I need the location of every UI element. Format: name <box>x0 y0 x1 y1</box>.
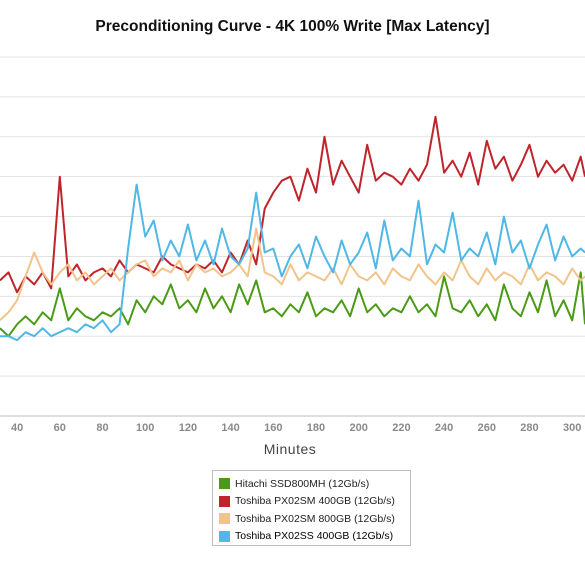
grid-lines <box>0 56 585 417</box>
legend-item: Toshiba PX02SM 400GB (12Gb/s) <box>219 493 410 511</box>
x-tick-label: 300 <box>563 422 581 434</box>
legend-label: Toshiba PX02SM 800GB (12Gb/s) <box>235 512 395 525</box>
x-axis-label: Minutes <box>263 441 317 457</box>
legend: Hitachi SSD800MH (12Gb/s) Toshiba PX02SM … <box>212 470 411 546</box>
series-line-4 <box>0 183 585 342</box>
legend-item: Toshiba PX02SM 800GB (12Gb/s) <box>219 510 410 528</box>
legend-label: Hitachi SSD800MH (12Gb/s) <box>235 477 370 490</box>
legend-item: Hitachi SSD800MH (12Gb/s) <box>219 475 410 493</box>
x-tick-labels: 40 60 80 100 120 140 160 180 200 220 240 260 280 300 <box>11 422 581 434</box>
line-chart: 40 60 80 100 120 140 160 180 200 220 240 260 280 300 <box>0 56 585 434</box>
x-tick-label: 80 <box>96 422 108 434</box>
legend-label: Toshiba PX02SM 400GB (12Gb/s) <box>235 495 395 508</box>
x-tick-label: 140 <box>221 422 239 434</box>
x-tick-label: 100 <box>136 422 154 434</box>
legend-swatch <box>219 530 230 542</box>
x-tick-label: 60 <box>54 422 66 434</box>
legend-swatch <box>219 478 230 490</box>
legend-item: Toshiba PX02SS 400GB (12Gb/s) <box>219 528 410 546</box>
x-tick-label: 240 <box>435 422 453 434</box>
x-tick-label: 280 <box>520 422 538 434</box>
legend-label: Toshiba PX02SS 400GB (12Gb/s) <box>235 530 394 543</box>
x-tick-label: 260 <box>478 422 496 434</box>
x-tick-label: 120 <box>179 422 197 434</box>
legend-swatch <box>219 495 230 507</box>
x-tick-label: 40 <box>11 422 23 434</box>
series-layer <box>0 115 585 342</box>
x-tick-label: 160 <box>264 422 282 434</box>
legend-swatch <box>219 513 230 525</box>
x-tick-label: 200 <box>350 422 368 434</box>
series-line-2 <box>0 115 585 294</box>
series-line-1 <box>0 271 585 338</box>
x-tick-label: 220 <box>392 422 410 434</box>
chart-title: Preconditioning Curve - 4K 100% Write [M… <box>95 18 490 35</box>
x-tick-label: 180 <box>307 422 325 434</box>
series-line-3 <box>0 227 585 322</box>
